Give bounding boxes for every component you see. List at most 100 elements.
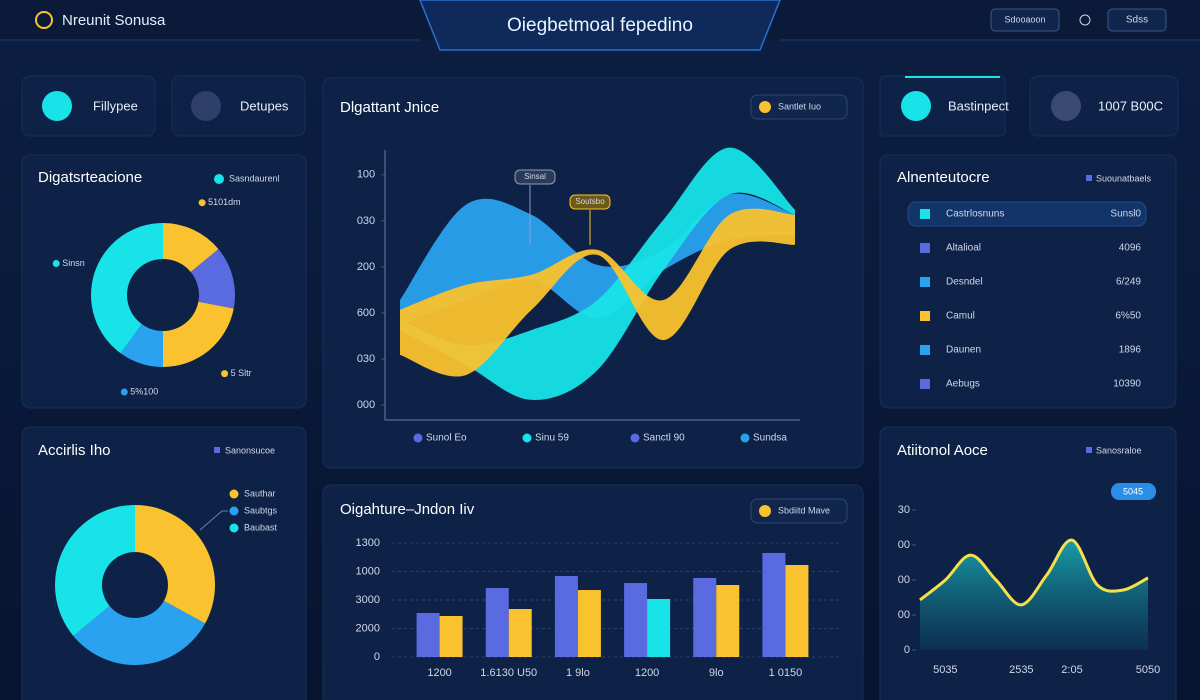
y-tick-label: 200 bbox=[357, 261, 375, 273]
badge-dot bbox=[759, 101, 771, 113]
legend-label: Baubast bbox=[244, 522, 278, 532]
x-tick-label: 2:05 bbox=[1061, 664, 1082, 676]
menu-button[interactable] bbox=[1107, 8, 1167, 32]
tile-icon bbox=[42, 91, 72, 121]
list-name: Camul bbox=[946, 311, 975, 322]
list-value: 6/249 bbox=[1116, 277, 1141, 288]
tile-label: 1007 B00C bbox=[1098, 98, 1163, 113]
y-tick-label: 030 bbox=[357, 353, 375, 365]
legend-dot bbox=[413, 433, 423, 443]
list-value: 6%50 bbox=[1115, 311, 1141, 322]
leader-line bbox=[199, 510, 228, 531]
segment-label: 5 Sltr bbox=[231, 368, 252, 378]
y-tick-label: 1300 bbox=[356, 537, 380, 549]
tile[interactable] bbox=[171, 75, 306, 137]
x-tick-label: 1200 bbox=[635, 667, 659, 679]
donut-segment bbox=[163, 223, 219, 273]
header-button[interactable] bbox=[990, 8, 1060, 32]
legend-label: Sanctl 90 bbox=[643, 433, 685, 444]
panel-badge[interactable] bbox=[750, 94, 848, 120]
legend-label: Sunol Eo bbox=[426, 433, 467, 444]
donut-segment bbox=[163, 301, 234, 367]
y-tick-label: 030 bbox=[357, 215, 375, 227]
panel-title: Dlgattant Jnice bbox=[340, 99, 439, 116]
panel-legend: Sasndaurenl bbox=[229, 173, 280, 183]
x-tick-label: 1200 bbox=[427, 667, 451, 679]
y-tick-label: 00 bbox=[898, 609, 910, 621]
y-tick-label: 00 bbox=[898, 539, 910, 551]
annotation-box bbox=[569, 194, 611, 210]
legend-label: Sundsa bbox=[753, 433, 787, 444]
label-dot bbox=[221, 370, 229, 378]
x-tick-label: 1 9lo bbox=[566, 667, 590, 679]
donut-segment bbox=[190, 249, 235, 309]
settings-icon[interactable] bbox=[1079, 14, 1091, 26]
bar bbox=[485, 587, 509, 657]
annotation-box bbox=[514, 169, 556, 185]
x-tick-label: 1.6130 U50 bbox=[480, 667, 537, 679]
legend-dot bbox=[229, 506, 239, 516]
header-tab bbox=[419, 0, 781, 51]
list-swatch bbox=[920, 345, 930, 355]
list-name: Castrlosnuns bbox=[946, 209, 1004, 220]
legend-square bbox=[1086, 447, 1092, 453]
bar bbox=[647, 598, 671, 657]
list-name: Altalioal bbox=[946, 243, 981, 254]
axis bbox=[384, 150, 800, 421]
bar bbox=[762, 552, 786, 657]
legend-dot bbox=[740, 433, 750, 443]
y-tick-label: 100 bbox=[357, 169, 375, 181]
y-tick-label: 3000 bbox=[356, 594, 380, 606]
legend-label: Sinu 59 bbox=[535, 433, 569, 444]
tile[interactable] bbox=[21, 75, 156, 137]
label-dot bbox=[198, 199, 206, 207]
panel bbox=[21, 154, 307, 409]
label-dot bbox=[52, 259, 60, 267]
bar bbox=[554, 576, 578, 657]
bar bbox=[693, 577, 717, 657]
panel-title: Oigahture–Jndon Iiv bbox=[340, 501, 475, 518]
y-tick-label: 600 bbox=[357, 307, 375, 319]
y-tick-label: 0 bbox=[904, 644, 910, 656]
list-swatch bbox=[920, 277, 930, 287]
menu-label: Sdss bbox=[1126, 15, 1148, 26]
page-title: Oiegbetmoal fepedino bbox=[507, 15, 693, 36]
list-name: Desndel bbox=[946, 277, 983, 288]
legend-dot bbox=[522, 433, 532, 443]
donut-segment bbox=[73, 600, 206, 665]
panel-title: Atiitonol Aoce bbox=[897, 442, 988, 459]
label-dot bbox=[120, 388, 128, 396]
legend-dot bbox=[214, 174, 224, 184]
bar bbox=[624, 583, 648, 657]
list-swatch bbox=[920, 311, 930, 321]
legend-square bbox=[214, 447, 220, 453]
donut-segment bbox=[120, 324, 163, 367]
panel-title: Accirlis Iho bbox=[38, 442, 111, 459]
list-name: Daunen bbox=[946, 345, 981, 356]
bar bbox=[416, 612, 440, 657]
panel-title: Digatsrteacione bbox=[38, 169, 142, 186]
legend-square bbox=[1086, 175, 1092, 181]
list-swatch bbox=[920, 209, 930, 219]
tile-label: Detupes bbox=[240, 98, 289, 113]
donut-segment bbox=[135, 505, 215, 624]
panel-badge[interactable] bbox=[1111, 483, 1156, 500]
list-value: Sunsl0 bbox=[1110, 209, 1141, 220]
panel-badge[interactable] bbox=[750, 498, 848, 524]
y-tick-label: 1000 bbox=[356, 565, 380, 577]
panel-title: Alnenteutocre bbox=[897, 169, 990, 186]
legend-label: Saubtgs bbox=[244, 505, 278, 515]
tile-label: Fillypee bbox=[93, 98, 138, 113]
list-name: Aebugs bbox=[946, 379, 980, 390]
tile-label: Bastinpect bbox=[948, 98, 1009, 113]
tile-icon bbox=[191, 91, 221, 121]
panel-legend: Sanonsucoe bbox=[225, 445, 275, 455]
tile[interactable] bbox=[1029, 75, 1179, 137]
legend-dot bbox=[229, 489, 239, 499]
list-row-highlight bbox=[907, 201, 1147, 227]
badge-label: Santlet Iuo bbox=[778, 101, 821, 111]
legend-label: Sauthar bbox=[244, 488, 276, 498]
tile-icon bbox=[1051, 91, 1081, 121]
